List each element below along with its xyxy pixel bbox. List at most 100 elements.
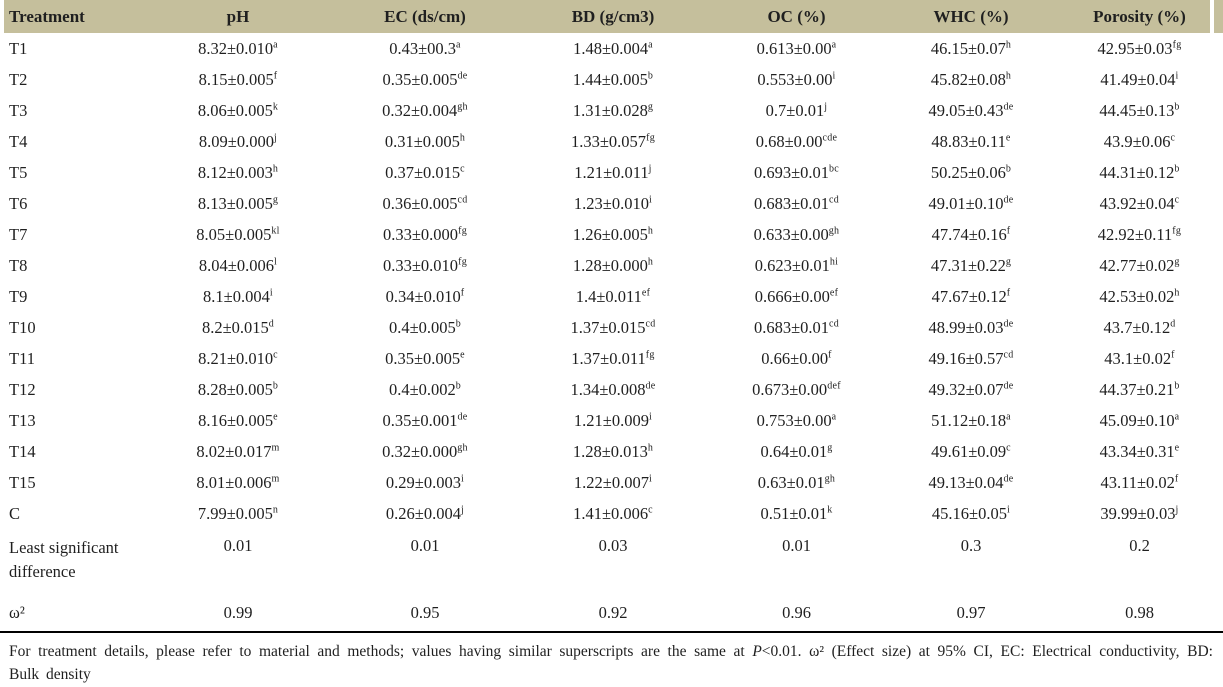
footnote-text-pre: For treatment details, please refer to m… (9, 643, 753, 660)
header-edge-strip-right (1210, 0, 1214, 33)
data-cell: 1.31±0.028g (572, 100, 654, 120)
data-cell: 0.673±0.00def (752, 379, 841, 399)
significance-superscript: g (1174, 256, 1180, 267)
data-cell: 0.64±0.01g (760, 441, 833, 461)
data-cell: 7.99±0.005n (197, 503, 279, 523)
significance-superscript: b (1174, 101, 1180, 112)
table-row-t1: T1 8.32±0.010a 0.43±00.3a 1.48±0.004a 0.613±… (0, 33, 1223, 64)
significance-superscript: bc (829, 163, 840, 174)
significance-superscript: g (1005, 256, 1012, 267)
stat-cell: 0.97 (956, 602, 986, 622)
significance-superscript: f (1006, 287, 1011, 298)
row-label: Least significant difference (9, 538, 119, 581)
significance-superscript: de (457, 70, 468, 81)
significance-superscript: d (1170, 318, 1176, 329)
significance-superscript: a (1174, 411, 1180, 422)
data-cell: 8.12±0.003h (197, 162, 279, 182)
significance-superscript: c (273, 349, 278, 360)
data-cell: 39.99±0.03j (1100, 503, 1179, 523)
data-cell: 0.683±0.01cd (753, 317, 840, 337)
footnote-p-symbol: P (752, 643, 762, 660)
significance-superscript: de (1003, 194, 1014, 205)
significance-superscript: a (1006, 411, 1011, 422)
data-cell: 0.26±0.004j (385, 503, 465, 523)
significance-superscript: h (647, 225, 654, 236)
table-footnote: For treatment details, please refer to m… (0, 631, 1223, 687)
data-cell: 43.34±0.31e (1099, 441, 1180, 461)
significance-superscript: i (460, 473, 465, 484)
significance-superscript: b (1174, 380, 1180, 391)
significance-superscript: fg (645, 349, 655, 360)
data-cell: 49.61±0.09c (931, 441, 1011, 461)
table-row-t11: T11 8.21±0.010c 0.35±0.005e 1.37±0.011fg 0.6… (0, 343, 1223, 374)
data-cell: 0.31±0.005h (384, 131, 466, 151)
data-cell: 1.34±0.008de (570, 379, 656, 399)
data-cell: 47.74±0.16f (931, 224, 1011, 244)
significance-superscript: a (273, 39, 278, 50)
data-cell: 44.37±0.21b (1099, 379, 1180, 399)
significance-superscript: j (273, 132, 278, 143)
significance-superscript: i (1175, 70, 1179, 81)
significance-superscript: gh (457, 101, 468, 112)
table-row-c: C 7.99±0.005n 0.26±0.004j 1.41±0.006c 0.51±0… (0, 498, 1223, 529)
significance-superscript: f (1006, 225, 1011, 236)
significance-superscript: h (1005, 39, 1012, 50)
significance-superscript: fg (458, 256, 467, 267)
data-cell: 1.37±0.015cd (570, 317, 656, 337)
data-cell: 0.66±0.00f (761, 348, 832, 368)
significance-superscript: e (460, 349, 465, 360)
data-cell: 8.04±0.006l (198, 255, 278, 275)
significance-superscript: cd (645, 318, 656, 329)
data-cell: 42.53±0.02h (1099, 286, 1180, 306)
data-cell: 0.623±0.01hi (754, 255, 839, 275)
row-label: T7 (9, 224, 28, 244)
column-header-ph: pH (145, 0, 331, 33)
significance-superscript: c (1006, 442, 1011, 453)
data-cell: 0.35±0.005de (382, 69, 468, 89)
row-label: T2 (9, 69, 28, 89)
significance-superscript: cde (822, 132, 838, 143)
data-cell: 0.33±0.000fg (383, 224, 467, 244)
significance-superscript: fg (1172, 39, 1182, 50)
data-cell: 1.4±0.011ef (575, 286, 651, 306)
data-cell: 1.44±0.005b (572, 69, 654, 89)
significance-superscript: i (648, 411, 653, 422)
stat-cell: 0.03 (598, 536, 628, 555)
data-cell: 44.45±0.13b (1099, 100, 1180, 120)
column-header-ec-ds-cm: EC (ds/cm) (331, 0, 519, 33)
data-cell: 0.29±0.003i (385, 472, 465, 492)
stat-cell: 0.3 (960, 536, 982, 555)
data-cell: 0.683±0.01cd (753, 193, 840, 213)
significance-superscript: b (455, 380, 462, 391)
table-row-t2: T2 8.15±0.005f 0.35±0.005de 1.44±0.005b 0.55… (0, 64, 1223, 95)
data-cell: 49.05±0.43de (928, 100, 1014, 120)
significance-superscript: k (272, 101, 279, 112)
row-label: T9 (9, 286, 28, 306)
significance-superscript: i (648, 194, 653, 205)
data-cell: 1.22±0.007i (573, 472, 653, 492)
significance-superscript: h (647, 256, 654, 267)
data-cell: 50.25±0.06b (930, 162, 1012, 182)
row-label: T6 (9, 193, 28, 213)
data-cell: 8.2±0.015d (201, 317, 275, 337)
row-label: T14 (9, 441, 36, 461)
table-header: Treatment pH EC (ds/cm) BD (g/cm3) OC (%) WHC… (0, 0, 1223, 33)
significance-superscript: c (460, 163, 465, 174)
significance-superscript: cd (457, 194, 468, 205)
significance-superscript: d (268, 318, 275, 329)
significance-superscript: ef (641, 287, 651, 298)
significance-superscript: j (824, 101, 828, 112)
significance-superscript: b (647, 70, 654, 81)
data-cell: 47.67±0.12f (931, 286, 1011, 306)
table-row-t15: T15 8.01±0.006m 0.29±0.003i 1.22±0.007i 0.63… (0, 467, 1223, 498)
data-cell: 41.49±0.04i (1100, 69, 1179, 89)
data-cell: 43.11±0.02f (1100, 472, 1179, 492)
data-cell: 0.613±0.00a (756, 38, 837, 58)
significance-superscript: b (272, 380, 279, 391)
significance-superscript: h (272, 163, 279, 174)
column-header-whc: WHC (%) (886, 0, 1056, 33)
table-row-t4: T4 8.09±0.000j 0.31±0.005h 1.33±0.057fg 0.68… (0, 126, 1223, 157)
data-cell: 0.753±0.00a (756, 410, 837, 430)
table-row-t7: T7 8.05±0.005kl 0.33±0.000fg 1.26±0.005h 0.6… (0, 219, 1223, 250)
significance-superscript: cd (1003, 349, 1014, 360)
